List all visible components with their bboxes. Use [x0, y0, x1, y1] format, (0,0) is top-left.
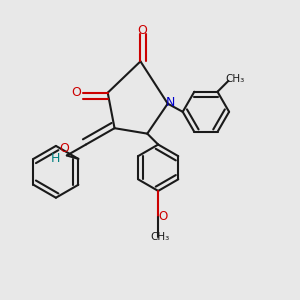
- Text: CH₃: CH₃: [150, 232, 169, 242]
- Text: O: O: [71, 86, 81, 99]
- Text: O: O: [158, 210, 168, 223]
- Text: CH₃: CH₃: [226, 74, 245, 85]
- Text: N: N: [166, 96, 175, 109]
- Text: H: H: [51, 152, 61, 165]
- Text: O: O: [137, 23, 147, 37]
- Text: O: O: [59, 142, 69, 155]
